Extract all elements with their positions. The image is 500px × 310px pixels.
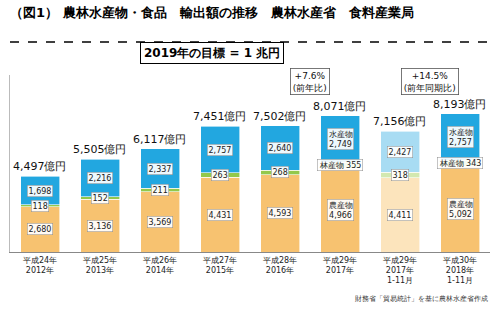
svg-text:農産物5,092: 農産物5,092 <box>449 200 473 219</box>
svg-text:152: 152 <box>93 194 108 203</box>
svg-text:林産物 343: 林産物 343 <box>439 159 482 168</box>
svg-text:2019年の目標 = 1 兆円: 2019年の目標 = 1 兆円 <box>144 46 280 60</box>
svg-text:平成25年2013年: 平成25年2013年 <box>83 256 117 275</box>
svg-text:118: 118 <box>33 202 48 211</box>
svg-text:2,680: 2,680 <box>29 225 52 234</box>
svg-text:6,117億円: 6,117億円 <box>133 133 187 146</box>
svg-text:平成30年2018年1-11月: 平成30年2018年1-11月 <box>443 256 477 286</box>
svg-text:2,757: 2,757 <box>209 146 232 155</box>
svg-text:4,497億円: 4,497億円 <box>13 160 67 173</box>
svg-text:2,427: 2,427 <box>389 148 412 157</box>
svg-text:平成29年2017年: 平成29年2017年 <box>323 256 357 275</box>
svg-text:7,502億円: 7,502億円 <box>253 110 307 123</box>
svg-text:平成27年2015年: 平成27年2015年 <box>203 256 237 275</box>
svg-text:268: 268 <box>273 168 288 177</box>
svg-text:+7.6%(前年比): +7.6%(前年比) <box>293 71 327 93</box>
svg-text:1,698: 1,698 <box>29 187 52 196</box>
svg-text:7,156億円: 7,156億円 <box>373 115 427 128</box>
svg-text:（図1） 農林水産物・食品 輸出額の推移 農林水産省 食料産: （図1） 農林水産物・食品 輸出額の推移 農林水産省 食料産業局 <box>10 5 414 20</box>
svg-text:7,451億円: 7,451億円 <box>193 110 247 123</box>
svg-text:263: 263 <box>213 171 228 180</box>
svg-text:農産物4,966: 農産物4,966 <box>329 201 353 220</box>
svg-text:水産物2,749: 水産物2,749 <box>329 130 353 149</box>
svg-text:3,136: 3,136 <box>89 222 112 231</box>
svg-text:3,569: 3,569 <box>149 218 172 227</box>
svg-text:211: 211 <box>153 186 168 195</box>
svg-text:8,193億円: 8,193億円 <box>433 98 487 111</box>
svg-text:林産物 355: 林産物 355 <box>319 161 362 170</box>
svg-text:水産物2,757: 水産物2,757 <box>449 128 473 147</box>
svg-text:5,505億円: 5,505億円 <box>73 143 127 156</box>
svg-text:4,431: 4,431 <box>209 211 232 220</box>
svg-text:+14.5%(前年同期比): +14.5%(前年同期比) <box>404 71 456 93</box>
svg-text:2,216: 2,216 <box>89 174 112 183</box>
svg-text:平成29年2017年1-11月: 平成29年2017年1-11月 <box>383 256 417 286</box>
svg-text:318: 318 <box>393 171 408 180</box>
svg-text:2,640: 2,640 <box>269 144 292 153</box>
svg-text:4,593: 4,593 <box>269 209 292 218</box>
svg-text:平成28年2016年: 平成28年2016年 <box>263 256 297 275</box>
svg-text:平成26年2014年: 平成26年2014年 <box>143 256 177 275</box>
svg-text:8,071億円: 8,071億円 <box>313 100 367 113</box>
svg-text:2,337: 2,337 <box>149 165 172 174</box>
svg-text:財務省「貿易統計」を基に農林水産省作成: 財務省「貿易統計」を基に農林水産省作成 <box>355 295 488 303</box>
svg-text:平成24年2012年: 平成24年2012年 <box>23 256 57 275</box>
svg-text:4,411: 4,411 <box>389 211 412 220</box>
